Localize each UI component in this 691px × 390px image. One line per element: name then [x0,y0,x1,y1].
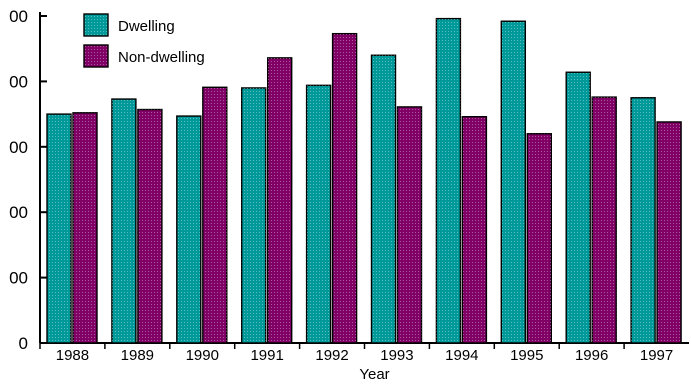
bar-texture [397,106,422,343]
y-tick-label: 00 [9,269,28,288]
x-tick-label: 1991 [250,347,283,364]
bar-texture [332,33,357,344]
bar-texture [462,116,487,343]
bar-texture [657,121,682,343]
bar-texture [73,112,97,344]
bar-texture [47,114,71,343]
y-tick-label: 00 [9,7,28,26]
x-tick-label: 1989 [121,347,154,364]
y-tick-label: 0 [19,334,28,353]
bar-texture [631,97,656,343]
bar-texture [267,57,292,344]
y-tick-label: 00 [9,72,28,91]
bar-texture [436,18,461,344]
bar-texture [501,21,526,344]
x-tick-label: 1988 [56,347,89,364]
legend: Dwelling Non-dwelling [83,13,205,68]
legend-label: Dwelling [118,18,175,35]
legend-swatch-texture [84,45,108,67]
x-tick-label: 1994 [445,347,478,364]
legend-label: Non-dwelling [118,49,205,66]
bar-texture [566,72,591,343]
y-tick-label: 00 [9,138,28,157]
x-tick-label: 1996 [575,347,608,364]
x-tick-label: 1992 [315,347,348,364]
legend-swatch-texture [84,14,108,36]
bar-texture [111,99,136,343]
x-axis-title: Year [359,366,389,383]
bar-texture [202,87,227,343]
x-tick-label: 1997 [640,347,673,364]
x-tick-label: 1993 [380,347,413,364]
bar-texture [241,87,266,343]
x-tick-label: 1990 [186,347,219,364]
y-tick-label: 00 [9,203,28,222]
bar-texture [176,116,201,343]
bar-texture [137,109,162,343]
bar-texture [527,133,552,343]
bar-texture [306,85,331,343]
x-tick-label: 1995 [510,347,543,364]
bar-texture [592,97,617,343]
bar-texture [371,55,396,344]
bars-layer [46,17,682,344]
